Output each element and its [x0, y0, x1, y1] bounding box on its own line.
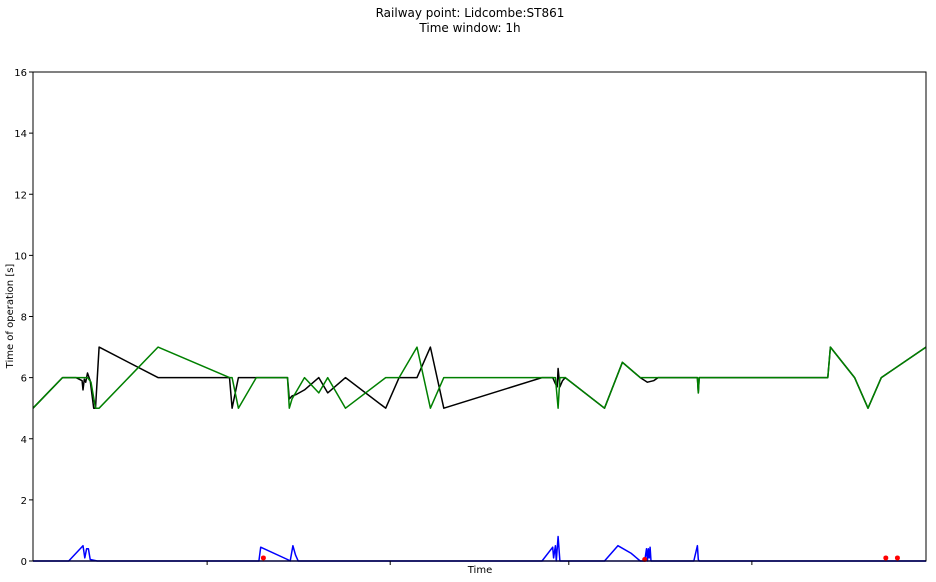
y-axis-label: Time of operation [s] — [5, 264, 16, 370]
marker-point — [883, 555, 889, 561]
x-axis — [206, 561, 753, 565]
axes-frame — [32, 71, 927, 562]
series-line-1 — [32, 346, 927, 409]
x-axis-label: Time — [467, 565, 492, 576]
y-tick-label: 10 — [14, 251, 27, 262]
y-tick-label: 4 — [21, 435, 27, 446]
y-axis: 0 2 4 6 8 10 12 14 16 — [14, 68, 33, 568]
marker-point — [260, 555, 266, 561]
y-tick-label: 12 — [14, 190, 27, 201]
y-tick-label: 14 — [14, 129, 27, 140]
series-line-2 — [33, 535, 926, 562]
chart-subtitle: Time window: 1h — [418, 21, 520, 35]
y-tick-label: 8 — [21, 313, 27, 324]
marker-point — [894, 555, 900, 561]
y-tick-label: 2 — [21, 496, 27, 507]
chart-title: Railway point: Lidcombe:ST861 — [376, 6, 565, 20]
plot-lines — [32, 346, 927, 562]
y-tick-label: 16 — [14, 68, 27, 79]
y-tick-label: 0 — [21, 557, 27, 568]
y-tick-label: 6 — [21, 374, 27, 385]
